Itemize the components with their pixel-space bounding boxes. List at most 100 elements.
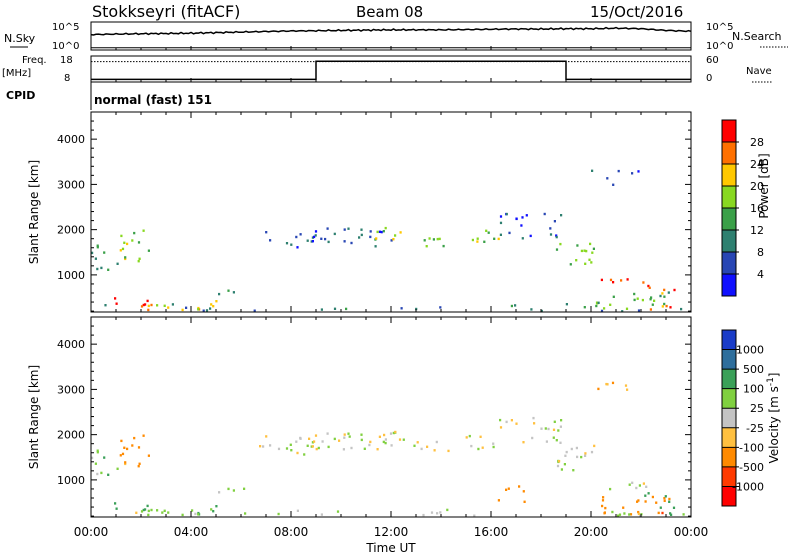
data-cell bbox=[631, 172, 634, 175]
data-cell bbox=[227, 289, 230, 292]
data-cell bbox=[555, 439, 558, 442]
data-cell bbox=[290, 449, 293, 452]
xtick-label: 08:00 bbox=[274, 525, 309, 539]
data-cell bbox=[360, 228, 363, 231]
data-cell bbox=[295, 235, 298, 239]
data-cell bbox=[115, 507, 118, 510]
data-cell bbox=[308, 437, 311, 440]
cpid-value: normal (fast) 151 bbox=[94, 93, 212, 107]
power-frame bbox=[90, 111, 692, 313]
colorbar-tick-label: 28 bbox=[750, 136, 764, 149]
data-cell bbox=[439, 511, 442, 514]
data-cell bbox=[320, 513, 323, 516]
data-cell bbox=[617, 514, 620, 517]
data-cell bbox=[622, 506, 625, 509]
data-cell bbox=[670, 513, 673, 516]
data-cell bbox=[544, 427, 547, 430]
data-cell bbox=[668, 497, 671, 501]
data-cell bbox=[447, 449, 450, 453]
data-cell bbox=[311, 236, 314, 239]
data-cell bbox=[439, 306, 442, 309]
colorbar-swatch bbox=[722, 349, 736, 370]
data-cell bbox=[378, 230, 381, 233]
data-cell bbox=[147, 513, 150, 517]
freq-label-1: Freq. bbox=[22, 55, 47, 66]
xtick-label: 04:00 bbox=[174, 525, 209, 539]
data-cell bbox=[138, 257, 141, 260]
data-cell bbox=[345, 307, 348, 311]
data-cell bbox=[394, 430, 397, 434]
data-cell bbox=[497, 237, 500, 241]
data-cell bbox=[94, 462, 97, 465]
data-cell bbox=[521, 237, 524, 240]
data-cell bbox=[338, 439, 341, 442]
data-cell bbox=[96, 472, 99, 476]
data-cell bbox=[212, 510, 215, 513]
data-cell bbox=[314, 434, 318, 437]
data-cell bbox=[296, 451, 299, 455]
power-ylabel: Slant Range [km] bbox=[27, 160, 41, 264]
data-cell bbox=[384, 226, 387, 230]
colorbar-tick-label: -500 bbox=[739, 461, 764, 474]
data-cell bbox=[499, 215, 503, 218]
beam-label: Beam 08 bbox=[356, 3, 423, 21]
data-cell bbox=[218, 292, 221, 296]
data-cell bbox=[123, 241, 126, 244]
data-cell bbox=[181, 308, 184, 312]
xtick-label: 00:00 bbox=[74, 525, 109, 539]
data-cell bbox=[465, 436, 468, 439]
data-cell bbox=[210, 508, 213, 511]
data-cell bbox=[655, 501, 658, 504]
colorbar-tick-label: -1000 bbox=[732, 480, 764, 493]
data-cell bbox=[603, 307, 606, 310]
data-cell bbox=[626, 388, 629, 391]
data-cell bbox=[299, 233, 302, 236]
data-cell bbox=[645, 485, 648, 488]
data-cell bbox=[492, 445, 495, 449]
data-cell bbox=[625, 307, 629, 310]
data-cell bbox=[606, 177, 609, 180]
data-cell bbox=[629, 513, 633, 516]
colorbar-swatch bbox=[722, 274, 736, 297]
data-cell bbox=[637, 309, 641, 312]
data-cell bbox=[289, 443, 292, 446]
colorbar-tick-label: -25 bbox=[746, 422, 764, 435]
data-cell bbox=[637, 512, 640, 516]
data-cell bbox=[368, 443, 371, 447]
data-cell bbox=[202, 309, 205, 312]
data-cell bbox=[543, 212, 546, 216]
nsky-left-tick-top: 10^5 bbox=[52, 22, 79, 33]
nsky-left-label: N.Sky bbox=[4, 32, 36, 45]
data-cell bbox=[476, 237, 479, 240]
data-cell bbox=[555, 235, 558, 239]
data-cell bbox=[565, 450, 568, 454]
data-cell bbox=[661, 292, 664, 295]
data-cell bbox=[552, 428, 556, 431]
ytick-label: 3000 bbox=[57, 178, 85, 191]
data-cell bbox=[499, 221, 503, 225]
data-cell bbox=[644, 500, 647, 503]
data-cell bbox=[572, 469, 575, 472]
data-cell bbox=[163, 509, 166, 512]
data-cell bbox=[532, 416, 535, 420]
data-cell bbox=[232, 291, 235, 294]
data-cell bbox=[600, 309, 604, 313]
data-cell bbox=[483, 240, 486, 243]
data-cell bbox=[540, 309, 543, 313]
data-cell bbox=[320, 237, 323, 240]
data-cell bbox=[156, 304, 159, 307]
data-cell bbox=[116, 262, 119, 265]
velocity-colorbar-label: Velocity [m s-1] bbox=[766, 373, 781, 464]
colorbar-swatch bbox=[722, 486, 736, 507]
data-cell bbox=[375, 237, 378, 240]
data-cell bbox=[399, 231, 402, 234]
colorbar-tick-label: 500 bbox=[743, 363, 764, 376]
colorbar-swatch bbox=[722, 388, 736, 409]
data-cell bbox=[144, 303, 147, 306]
colorbar-swatch bbox=[722, 186, 736, 209]
data-cell bbox=[311, 240, 314, 243]
data-cell bbox=[669, 512, 672, 515]
data-cell bbox=[131, 239, 134, 242]
data-cell bbox=[583, 306, 586, 309]
